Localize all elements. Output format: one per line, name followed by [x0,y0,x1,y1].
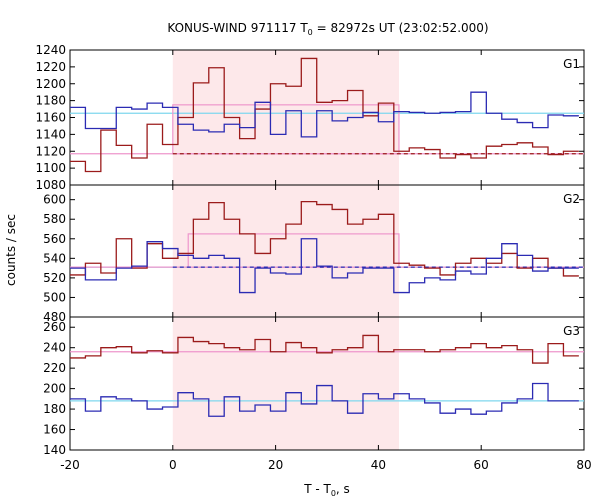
y-tick-label: 1180 [35,94,66,108]
y-tick-label: 1100 [35,161,66,175]
y-tick-label: 160 [43,423,66,437]
chart-title: KONUS-WIND 971117 T0 = 82972s UT (23:02:… [167,21,488,37]
shaded-interval-layer [172,50,399,450]
y-tick-label: 240 [43,341,66,355]
y-tick-label: 600 [43,193,66,207]
panel-label: G2 [563,192,580,206]
y-tick-label: 220 [43,361,66,375]
x-axis-label: T - T0, s [303,482,350,498]
x-tick-label: 60 [474,458,489,472]
panel-g1 [70,57,584,173]
y-tick-label: 1240 [35,43,66,57]
x-tick-label: 40 [371,458,386,472]
y-tick-label: 480 [43,310,66,324]
panel-label: G3 [563,324,580,338]
y-tick-label: 1080 [35,178,66,192]
y-tick-label: 500 [43,290,66,304]
series-blue-step-line [70,91,579,138]
panel-g2 [70,200,584,294]
series-red-step-line [70,334,579,364]
x-tick-label: 0 [169,458,177,472]
y-tick-label: 1160 [35,111,66,125]
data-layer [70,57,584,417]
y-tick-label: 1140 [35,127,66,141]
y-tick-label: 140 [43,443,66,457]
panel-g3 [70,334,584,417]
y-axis-label: counts / sec [4,214,18,286]
y-tick-label: 1220 [35,60,66,74]
shaded-interval [172,50,399,450]
y-tick-label: 200 [43,382,66,396]
series-blue-step-line [70,382,579,417]
panel-label: G1 [563,57,580,71]
series-blue-step-line [70,238,579,294]
series-red-step-line [70,200,579,277]
y-tick-label: 560 [43,232,66,246]
x-tick-label: -20 [60,458,80,472]
y-tick-label: 260 [43,320,66,334]
y-tick-label: 540 [43,251,66,265]
y-tick-label: 1120 [35,144,66,158]
x-tick-label: 80 [576,458,591,472]
y-tick-label: 180 [43,402,66,416]
panel-frame [69,316,585,451]
y-tick-label: 520 [43,271,66,285]
x-tick-label: 20 [268,458,283,472]
y-tick-label: 1200 [35,77,66,91]
y-tick-label: 580 [43,212,66,226]
series-red-step-line [70,57,579,173]
axes-layer: 1080 1100 1120 1140 1160 1180 1200 1220 1240 G1 48… [35,43,591,472]
